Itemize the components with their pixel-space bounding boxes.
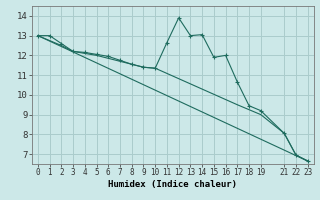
X-axis label: Humidex (Indice chaleur): Humidex (Indice chaleur) xyxy=(108,180,237,189)
